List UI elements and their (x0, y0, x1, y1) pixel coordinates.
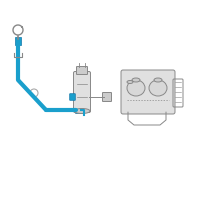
Ellipse shape (154, 78, 162, 82)
FancyBboxPatch shape (76, 66, 88, 74)
Ellipse shape (127, 80, 133, 84)
FancyBboxPatch shape (15, 37, 21, 45)
FancyBboxPatch shape (76, 106, 82, 114)
Ellipse shape (132, 78, 140, 82)
FancyBboxPatch shape (102, 92, 112, 102)
Ellipse shape (127, 80, 145, 96)
FancyBboxPatch shape (70, 94, 75, 100)
Ellipse shape (74, 108, 90, 114)
FancyBboxPatch shape (121, 70, 175, 114)
FancyBboxPatch shape (74, 72, 90, 112)
Ellipse shape (149, 80, 167, 96)
